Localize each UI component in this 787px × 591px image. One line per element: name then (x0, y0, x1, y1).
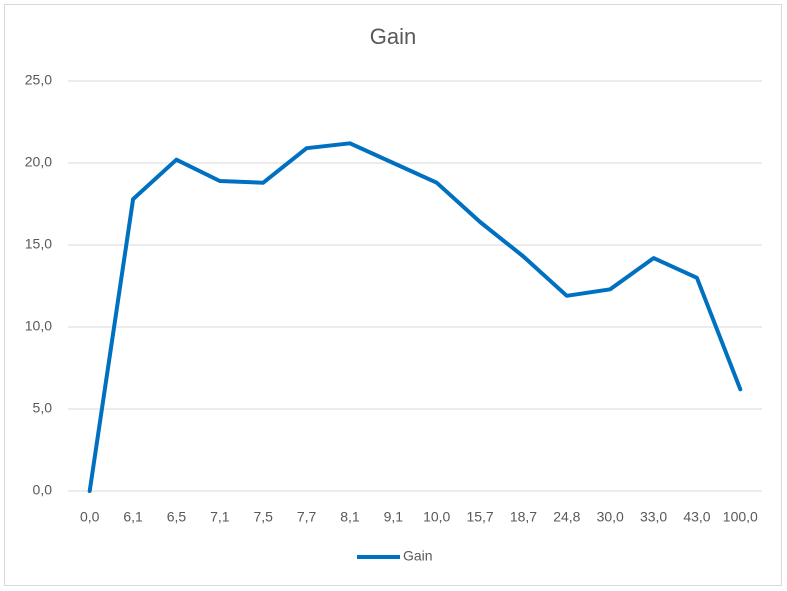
x-tick-label: 6,1 (123, 509, 143, 525)
x-tick-label: 7,5 (253, 509, 273, 525)
y-tick-label: 20,0 (25, 154, 52, 170)
y-tick-label: 5,0 (33, 400, 53, 416)
x-tick-label: 9,1 (384, 509, 404, 525)
x-tick-label: 100,0 (723, 509, 758, 525)
x-tick-label: 33,0 (640, 509, 667, 525)
chart-title: Gain (370, 24, 416, 49)
y-tick-label: 25,0 (25, 72, 52, 88)
x-tick-label: 6,5 (167, 509, 187, 525)
x-tick-label: 30,0 (597, 509, 624, 525)
y-tick-label: 0,0 (33, 482, 53, 498)
data-line (87, 141, 743, 493)
x-tick-label: 7,1 (210, 509, 230, 525)
chart-border (4, 4, 782, 586)
x-tick-label: 0,0 (80, 509, 100, 525)
x-tick-label: 8,1 (340, 509, 360, 525)
x-tick-label: 24,8 (553, 509, 580, 525)
y-tick-label: 10,0 (25, 318, 52, 334)
legend-label: Gain (403, 548, 433, 564)
x-tick-label: 15,7 (466, 509, 493, 525)
y-tick-label: 15,0 (25, 236, 52, 252)
x-tick-label: 43,0 (683, 509, 710, 525)
x-tick-label: 7,7 (297, 509, 317, 525)
x-tick-label: 10,0 (423, 509, 450, 525)
x-tick-label: 18,7 (510, 509, 537, 525)
